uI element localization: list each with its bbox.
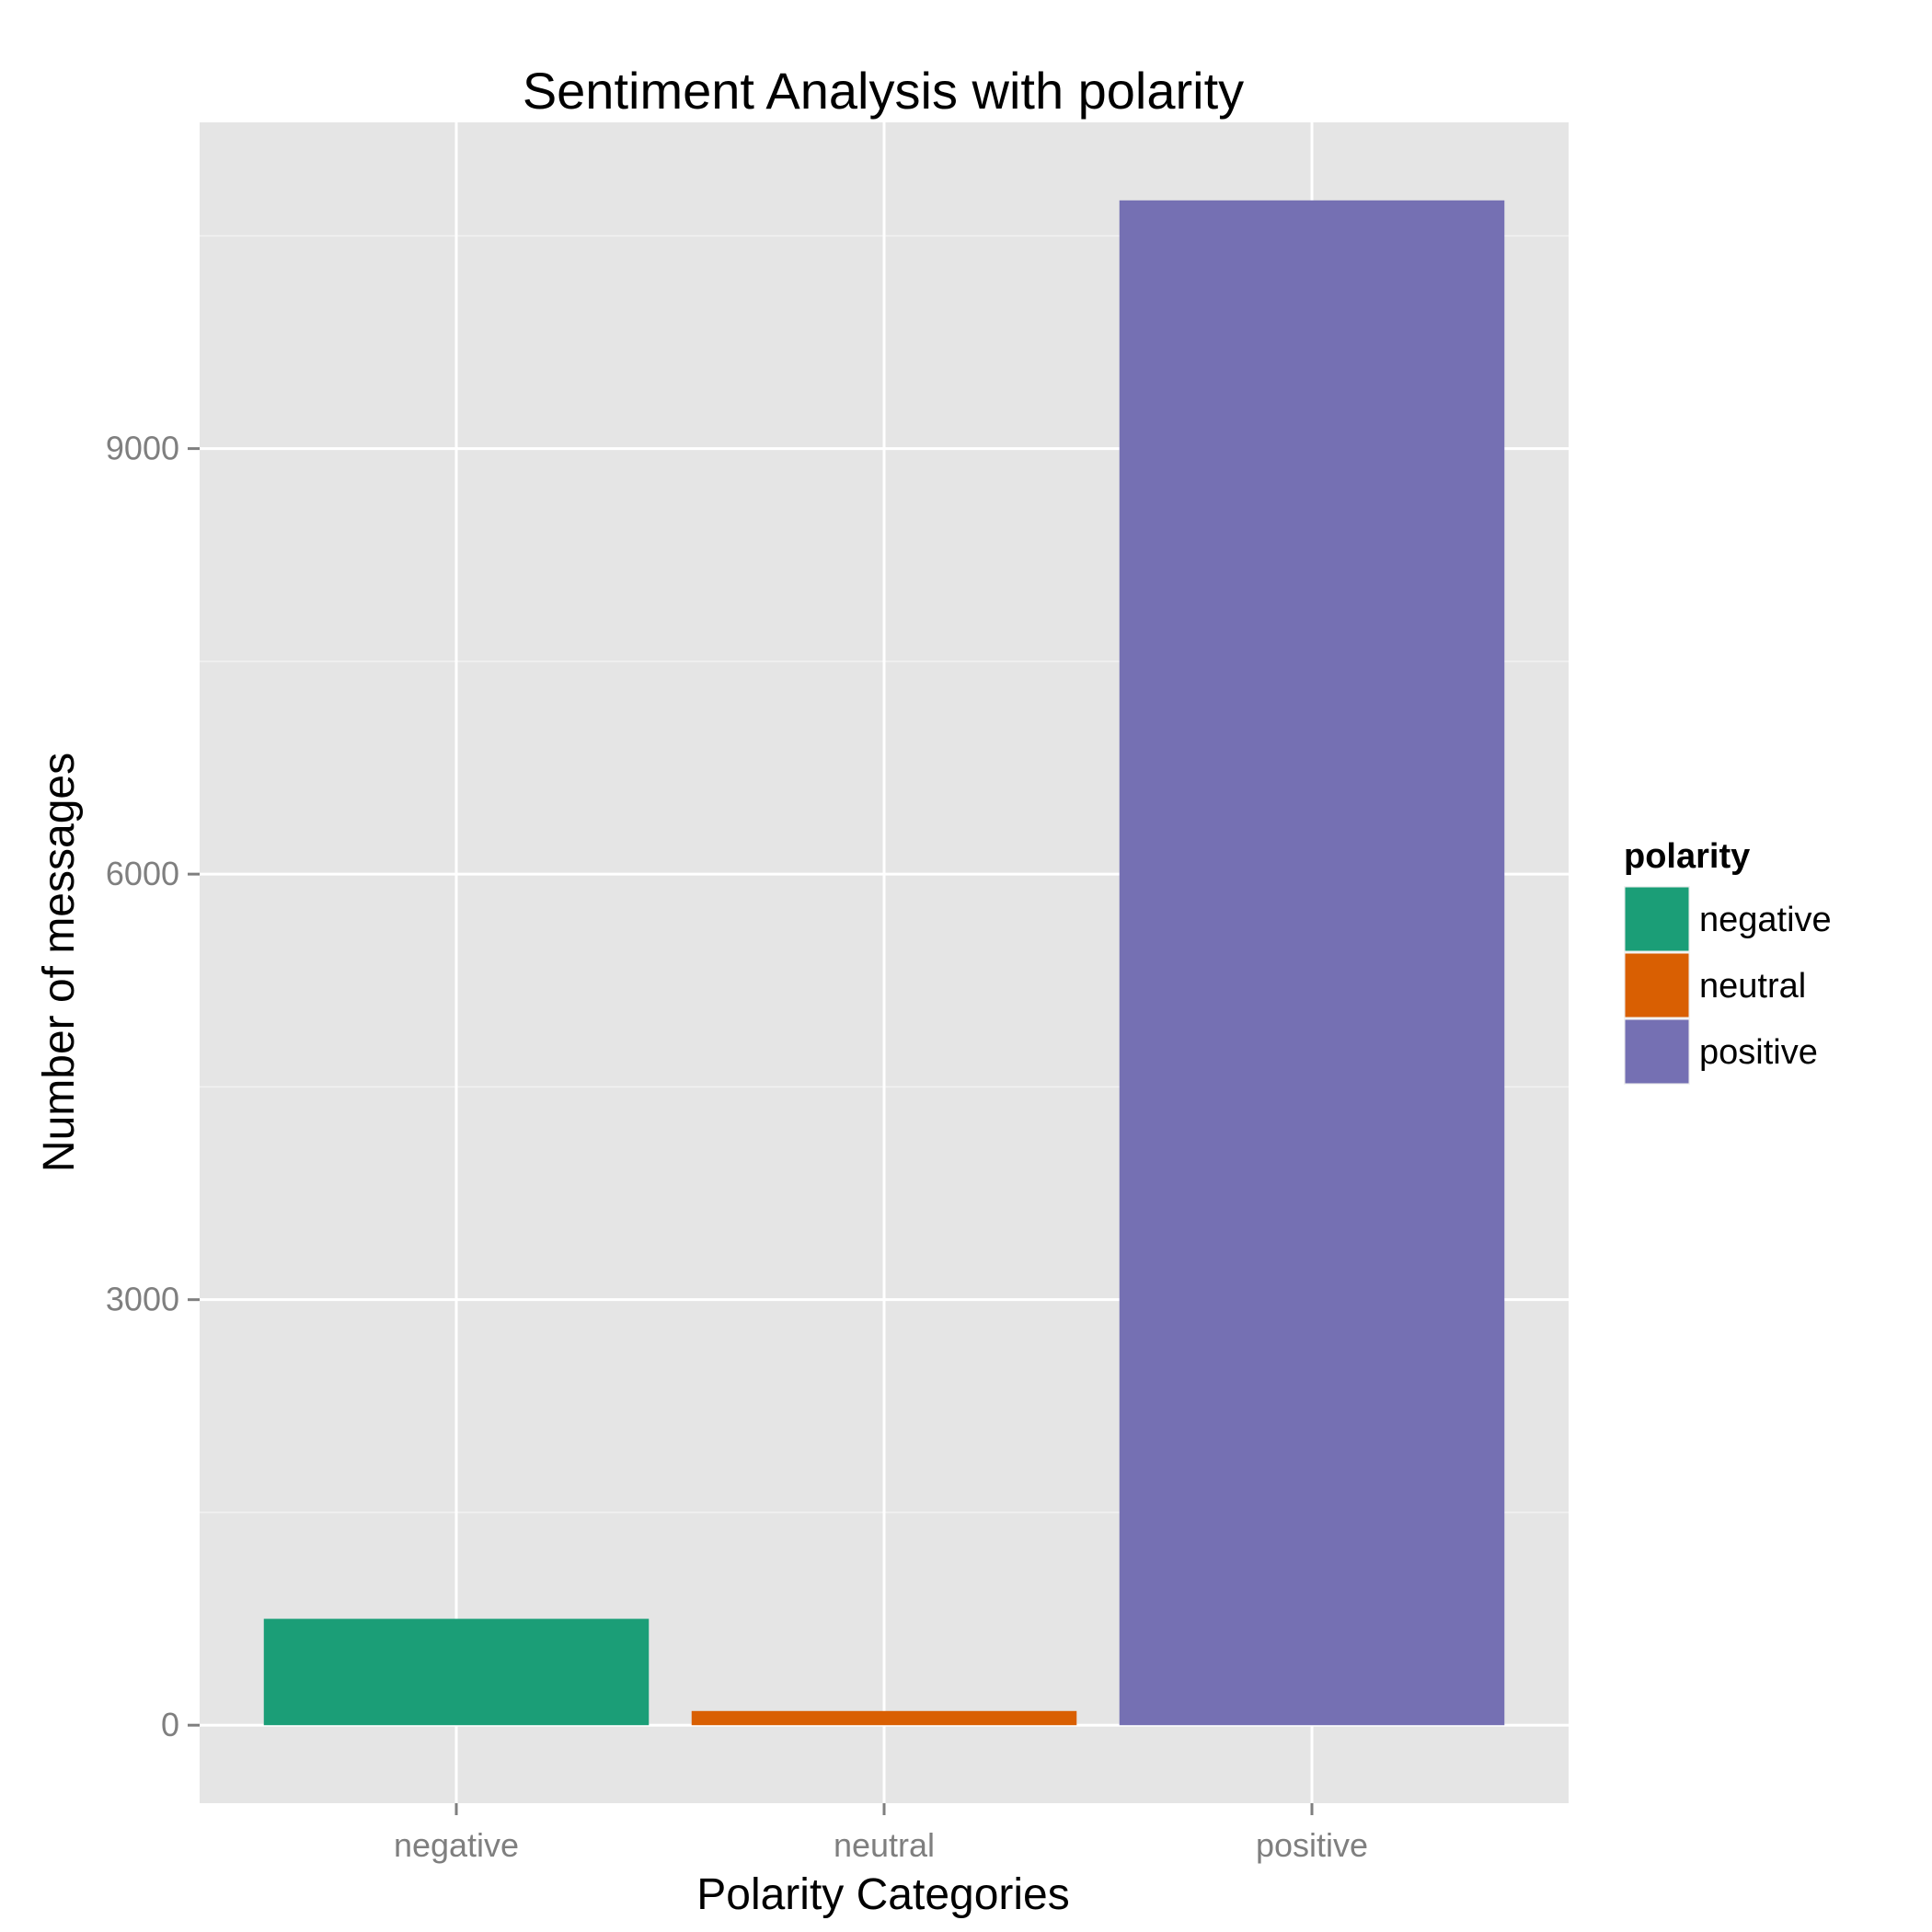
legend-title: polarity [1624,837,1750,876]
y-tick-label: 0 [161,1706,179,1743]
bar-positive [1119,200,1505,1726]
y-tick-label: 6000 [106,855,179,892]
x-tick-label: positive [1256,1826,1368,1864]
legend: polarity negative neutral positive [1624,837,1832,1085]
bar-negative [263,1618,650,1726]
x-tick-label: neutral [834,1826,935,1864]
y-axis-title: Number of messages [35,753,84,1172]
y-tick-label: 9000 [106,430,179,467]
legend-key-positive [1625,1019,1689,1084]
legend-label-negative: negative [1699,901,1832,939]
bars [263,200,1505,1726]
x-axis: negative neutral positive [394,1803,1368,1864]
legend-label-positive: positive [1699,1033,1818,1072]
y-axis: 0 3000 6000 9000 [106,430,200,1743]
y-tick-label: 3000 [106,1281,179,1318]
bar-neutral [691,1710,1077,1726]
legend-label-neutral: neutral [1699,967,1806,1006]
x-axis-title: Polarity Categories [696,1870,1070,1919]
legend-key-negative [1625,887,1689,951]
x-tick-label: negative [394,1826,519,1864]
legend-key-neutral [1625,953,1689,1018]
chart-title: Sentiment Analysis with polarity [523,62,1244,120]
